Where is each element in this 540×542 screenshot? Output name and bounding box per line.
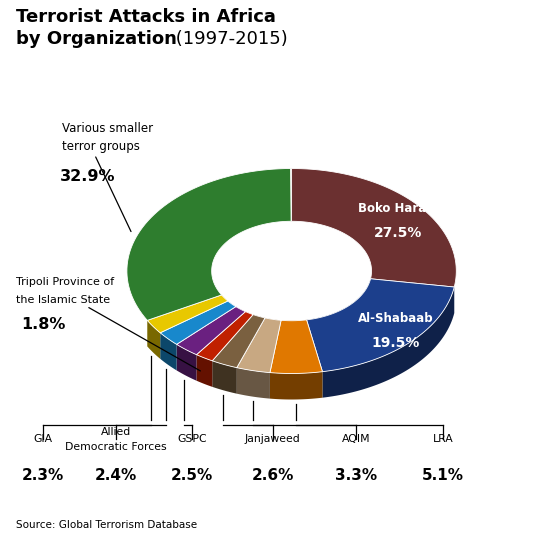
Text: the Islamic State: the Islamic State [16,295,110,305]
Polygon shape [147,295,228,333]
Text: LRA: LRA [433,435,453,444]
Polygon shape [307,279,454,372]
Text: Al-Shabaab: Al-Shabaab [358,312,434,325]
Text: GSPC: GSPC [177,435,206,444]
Text: (1997-2015): (1997-2015) [170,30,288,48]
Text: Source: Global Terrorism Database: Source: Global Terrorism Database [16,520,197,530]
Polygon shape [212,361,237,393]
Text: Various smaller: Various smaller [62,122,153,136]
Text: 2.3%: 2.3% [22,468,64,483]
Polygon shape [228,301,236,333]
Text: Tripoli Province of: Tripoli Province of [16,278,114,287]
Polygon shape [253,314,265,344]
Text: 2.6%: 2.6% [252,468,294,483]
Text: GIA: GIA [33,435,53,444]
Text: 2.5%: 2.5% [171,468,213,483]
Polygon shape [197,354,212,387]
Text: 27.5%: 27.5% [374,227,422,241]
Polygon shape [292,169,456,287]
Polygon shape [160,333,177,370]
Text: 2.4%: 2.4% [95,468,137,483]
Text: Allied: Allied [101,428,131,437]
Polygon shape [160,301,236,344]
Polygon shape [237,318,281,372]
Text: Janjaweed: Janjaweed [245,435,301,444]
Polygon shape [147,320,160,359]
Polygon shape [236,307,246,338]
Polygon shape [270,320,322,373]
Polygon shape [270,372,322,399]
Polygon shape [221,295,228,327]
Polygon shape [177,344,197,380]
Polygon shape [322,287,454,398]
Text: 32.9%: 32.9% [59,169,115,184]
Text: 19.5%: 19.5% [372,336,420,350]
Polygon shape [212,314,265,367]
Text: terror groups: terror groups [62,140,140,153]
Polygon shape [177,307,246,354]
Polygon shape [237,367,270,398]
Polygon shape [127,169,291,320]
Text: 5.1%: 5.1% [422,468,464,483]
Text: Terrorist Attacks in Africa: Terrorist Attacks in Africa [16,8,276,26]
Text: AQIM: AQIM [342,435,371,444]
Polygon shape [281,320,307,347]
Polygon shape [265,318,281,346]
Text: Boko Haram: Boko Haram [358,202,438,215]
Polygon shape [197,312,253,361]
Text: 3.3%: 3.3% [335,468,377,483]
Text: 1.8%: 1.8% [22,317,66,332]
Text: Democratic Forces: Democratic Forces [65,442,167,452]
Polygon shape [246,312,253,340]
Text: by Organization: by Organization [16,30,177,48]
Polygon shape [307,279,370,346]
